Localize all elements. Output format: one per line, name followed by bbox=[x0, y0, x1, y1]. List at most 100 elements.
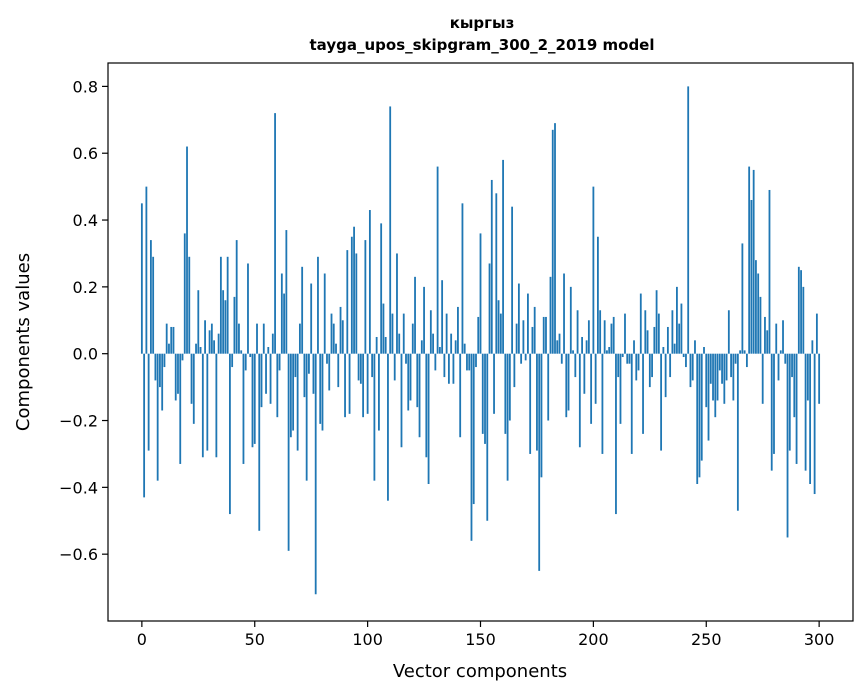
bar-254 bbox=[714, 353, 717, 418]
bar-201 bbox=[594, 353, 597, 404]
bar-20 bbox=[186, 146, 188, 354]
bar-109 bbox=[387, 353, 389, 501]
bar-156 bbox=[493, 353, 495, 414]
bar-220 bbox=[637, 353, 640, 371]
bar-69 bbox=[296, 353, 299, 451]
bar-22 bbox=[190, 353, 193, 404]
bar-132 bbox=[438, 347, 441, 354]
bar-2 bbox=[145, 186, 148, 354]
bar-116 bbox=[402, 313, 405, 354]
bar-289 bbox=[793, 353, 796, 418]
bar-36 bbox=[222, 290, 225, 354]
bar-197 bbox=[585, 340, 588, 354]
bar-34 bbox=[217, 333, 220, 354]
bar-29 bbox=[206, 353, 209, 451]
bar-165 bbox=[513, 353, 516, 388]
bar-210 bbox=[615, 353, 617, 515]
bar-184 bbox=[556, 340, 559, 354]
bar-15 bbox=[174, 353, 177, 401]
bar-182 bbox=[551, 129, 554, 354]
bar-244 bbox=[691, 353, 694, 381]
bar-214 bbox=[624, 313, 626, 354]
bar-232 bbox=[664, 353, 667, 398]
bar-282 bbox=[777, 353, 780, 381]
bar-48 bbox=[249, 353, 252, 358]
bar-141 bbox=[459, 353, 462, 438]
bar-242 bbox=[687, 86, 690, 354]
bar-26 bbox=[199, 347, 202, 354]
bar-60 bbox=[276, 353, 279, 418]
bar-271 bbox=[752, 169, 755, 354]
chart-title: кыргыз bbox=[450, 14, 515, 32]
bar-76 bbox=[312, 353, 315, 394]
bar-161 bbox=[504, 353, 507, 434]
bar-295 bbox=[806, 353, 809, 401]
bar-169 bbox=[522, 320, 525, 354]
bar-117 bbox=[405, 353, 407, 364]
bar-44 bbox=[240, 350, 243, 354]
bar-213 bbox=[621, 353, 624, 358]
bar-255 bbox=[716, 353, 719, 401]
bar-13 bbox=[170, 326, 173, 354]
bar-177 bbox=[540, 353, 543, 478]
bar-268 bbox=[745, 353, 748, 368]
bar-263 bbox=[734, 353, 737, 364]
bar-265 bbox=[739, 350, 742, 354]
x-axis-label: Vector components bbox=[393, 661, 567, 682]
bar-93 bbox=[350, 236, 353, 354]
bar-266 bbox=[741, 243, 744, 354]
bar-174 bbox=[533, 306, 536, 354]
bar-171 bbox=[527, 293, 529, 354]
bar-186 bbox=[560, 353, 563, 364]
bar-135 bbox=[445, 313, 448, 354]
bar-200 bbox=[592, 186, 595, 354]
bar-129 bbox=[432, 333, 434, 354]
bar-172 bbox=[529, 353, 532, 454]
bar-96 bbox=[357, 353, 360, 381]
bars-group bbox=[140, 86, 821, 595]
bar-65 bbox=[287, 353, 290, 551]
bar-225 bbox=[648, 353, 651, 388]
bar-285 bbox=[784, 353, 787, 364]
bar-83 bbox=[328, 353, 331, 391]
bar-176 bbox=[538, 353, 541, 571]
bar-283 bbox=[779, 350, 782, 354]
bar-173 bbox=[531, 326, 534, 354]
y-tick-label: 0.8 bbox=[73, 77, 98, 96]
bar-293 bbox=[802, 286, 805, 354]
bar-222 bbox=[642, 353, 644, 434]
bar-107 bbox=[382, 303, 385, 354]
bar-112 bbox=[393, 353, 396, 381]
bar-238 bbox=[678, 323, 681, 354]
bar-298 bbox=[813, 353, 816, 495]
bar-226 bbox=[651, 353, 653, 378]
bar-199 bbox=[590, 353, 593, 424]
bar-4 bbox=[149, 240, 152, 354]
bar-233 bbox=[666, 326, 669, 354]
bar-118 bbox=[407, 353, 410, 411]
bar-294 bbox=[804, 353, 807, 471]
bar-131 bbox=[436, 166, 439, 354]
bar-185 bbox=[558, 333, 561, 354]
bar-246 bbox=[696, 353, 699, 484]
y-tick-label: −0.2 bbox=[59, 412, 98, 431]
bar-27 bbox=[201, 353, 204, 458]
bar-82 bbox=[326, 353, 328, 364]
y-tick-label: −0.6 bbox=[59, 545, 98, 564]
bar-125 bbox=[423, 286, 425, 354]
bar-100 bbox=[366, 353, 369, 414]
bar-53 bbox=[260, 353, 263, 408]
bar-230 bbox=[660, 353, 663, 451]
bar-140 bbox=[457, 306, 459, 354]
bar-262 bbox=[732, 353, 735, 401]
bar-58 bbox=[271, 333, 274, 354]
bar-41 bbox=[233, 296, 236, 354]
bar-64 bbox=[285, 230, 288, 354]
bar-25 bbox=[197, 290, 200, 354]
bar-30 bbox=[208, 330, 211, 354]
bar-261 bbox=[730, 353, 732, 378]
bar-62 bbox=[280, 273, 283, 354]
bar-291 bbox=[797, 266, 800, 354]
bar-198 bbox=[587, 320, 590, 354]
bar-148 bbox=[475, 353, 477, 368]
